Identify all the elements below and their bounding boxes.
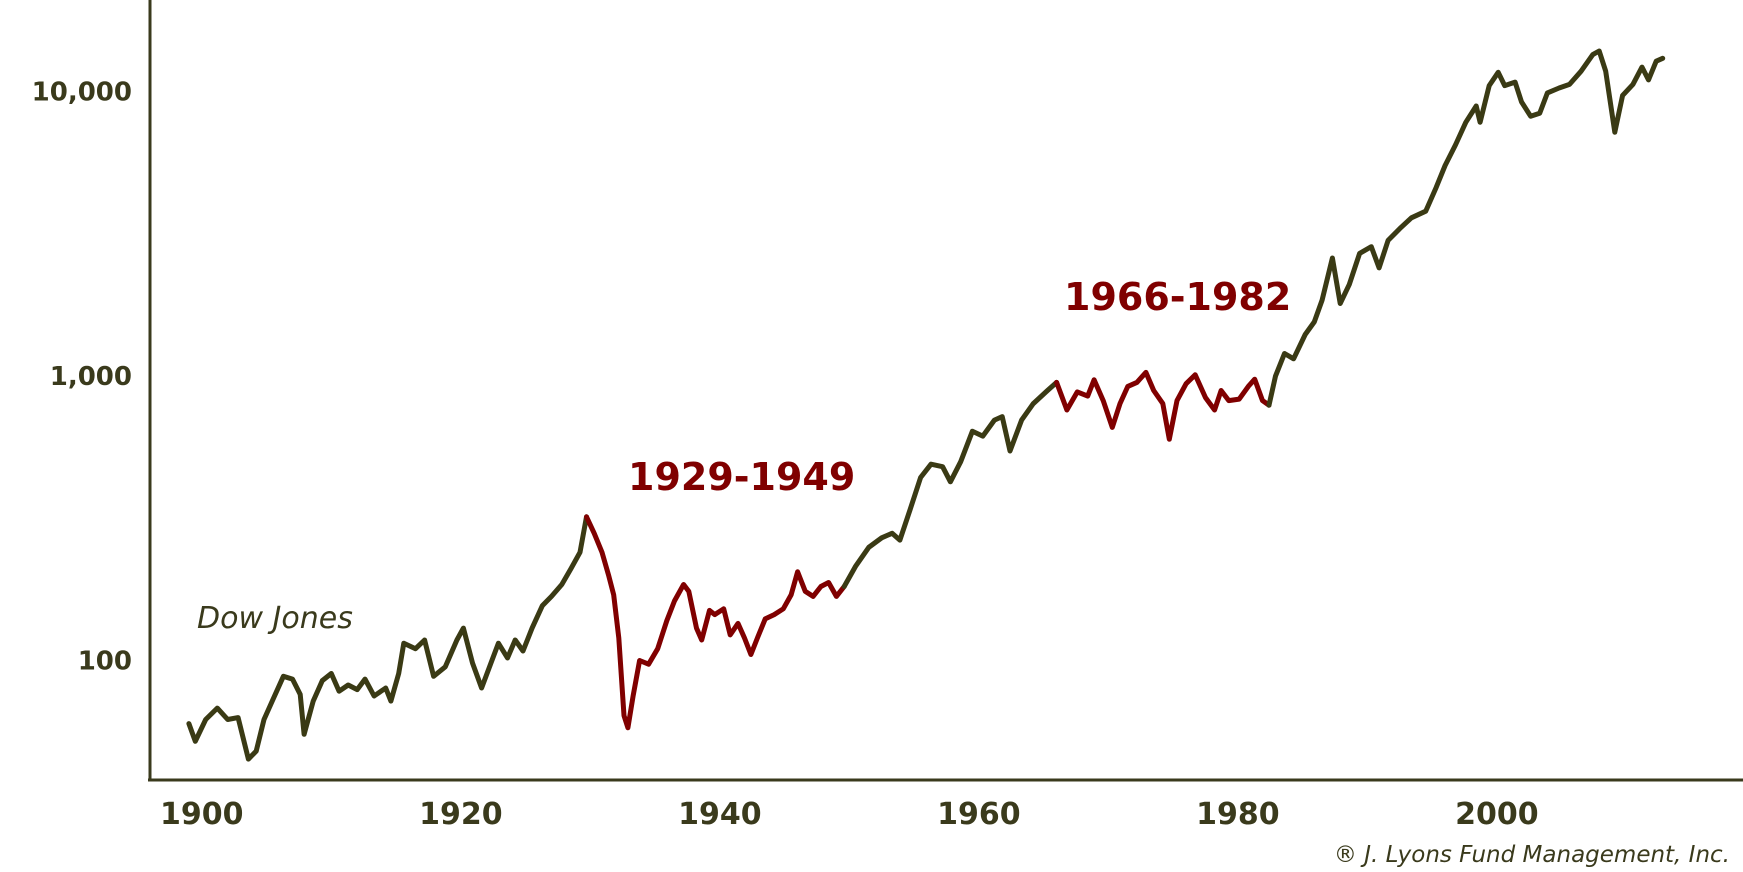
annotation-1966-1982: 1966-1982	[1064, 275, 1291, 319]
series-line-0	[186, 514, 589, 762]
x-tick-labels: 1900 1920 1940 1960 1980 2000	[160, 797, 1539, 832]
x-tick-label: 1980	[1196, 797, 1280, 832]
y-tick-labels: 100 1,000 10,000	[32, 78, 132, 677]
x-tick-label: 1900	[160, 797, 244, 832]
x-tick-label: 2000	[1455, 797, 1539, 832]
y-tick-label: 100	[78, 646, 132, 676]
series-line-4	[1266, 48, 1666, 408]
credit-text: ® J. Lyons Fund Management, Inc.	[1334, 842, 1730, 868]
y-tick-label: 10,000	[32, 78, 132, 108]
series-line-2	[841, 379, 1060, 589]
series-line-highlight-1	[584, 514, 847, 731]
x-tick-label: 1940	[678, 797, 762, 832]
x-tick-label: 1920	[419, 797, 503, 832]
series-label-dow-jones: Dow Jones	[197, 601, 353, 636]
y-tick-label: 1,000	[50, 362, 132, 392]
x-tick-label: 1960	[937, 797, 1021, 832]
series-line-highlight-3	[1054, 369, 1272, 442]
series-lines	[186, 48, 1666, 762]
annotation-1929-1949: 1929-1949	[628, 455, 855, 499]
